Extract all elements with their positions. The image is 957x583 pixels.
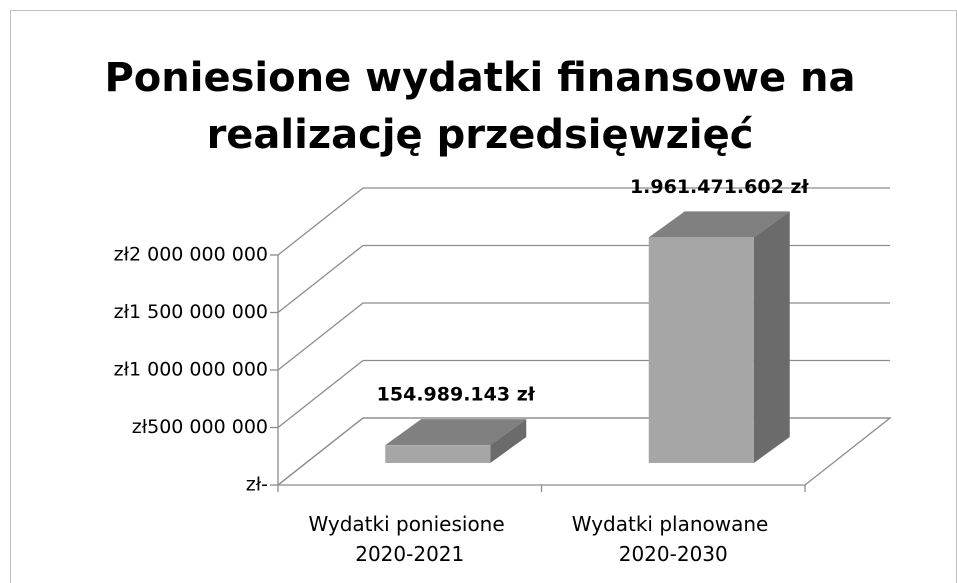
bar-top [648, 211, 790, 238]
chart-title: realizację przedsięwzięć [207, 112, 754, 158]
floor [276, 417, 892, 486]
y-tick-label: zł1 500 000 000 [114, 301, 268, 323]
y-tick-label: zł2 000 000 000 [114, 244, 268, 266]
y-tick-label: zł500 000 000 [132, 416, 268, 438]
grid-line [277, 187, 364, 256]
y-tick-label: zł- [246, 474, 268, 496]
bar-side [753, 211, 790, 463]
data-label: 1.961.471.602 zł [630, 176, 810, 198]
grid-line [277, 302, 364, 371]
x-tick-label: Wydatki poniesione 2020-2021 [308, 512, 511, 566]
bar-top [385, 419, 527, 446]
bar [385, 445, 491, 463]
grid-line [277, 359, 364, 429]
chart-title: Poniesione wydatki finansowe na [104, 55, 855, 101]
bar-side [490, 419, 527, 463]
data-label: 154.989.143 zł [377, 384, 536, 406]
bar [648, 237, 754, 463]
x-tick-label: Wydatki planowane 2020-2030 [572, 512, 775, 566]
y-tick-label: zł1 000 000 000 [114, 359, 268, 381]
grid-line [277, 417, 364, 486]
grid-line [277, 244, 364, 314]
